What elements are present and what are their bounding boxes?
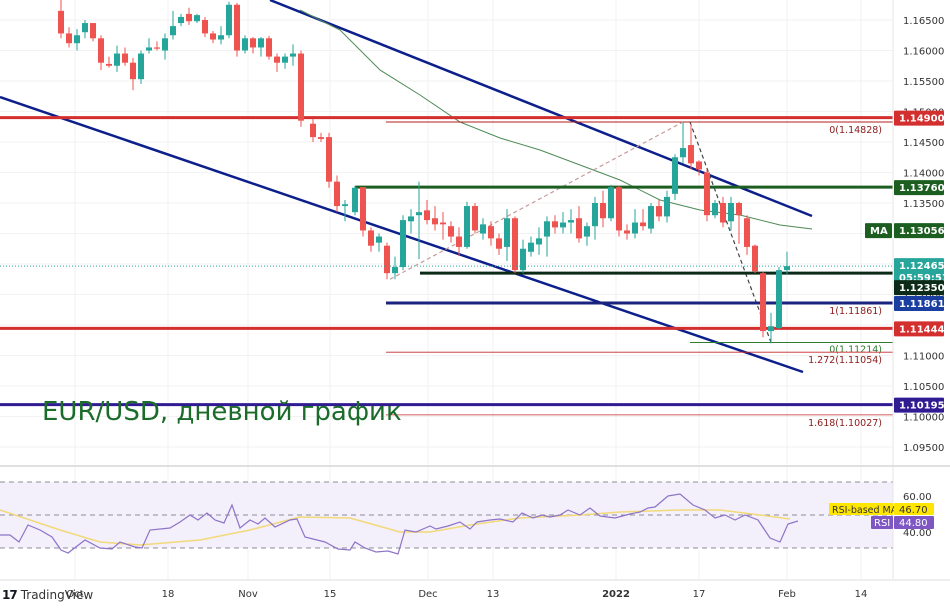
svg-text:1.618(1.10027): 1.618(1.10027) [808, 418, 882, 429]
svg-text:0(1.11214): 0(1.11214) [829, 344, 882, 355]
price-tick: 1.10500 [903, 382, 944, 393]
svg-text:1.272(1.11054): 1.272(1.11054) [808, 355, 882, 366]
rsi-ma-label: RSI-based MA [832, 505, 898, 516]
svg-text:05:59:51: 05:59:51 [899, 273, 949, 284]
rsi-tick: 60.00 [903, 492, 932, 503]
chart-title: EUR/USD, дневной график [42, 397, 402, 427]
price-tick: 1.09500 [903, 443, 944, 454]
time-tick: Feb [778, 589, 796, 600]
time-tick: Dec [418, 589, 437, 600]
rsi-label: RSI [874, 518, 890, 529]
rsi-panel[interactable]: 60.00 40.00 [0, 481, 932, 555]
rsi-tick: 40.00 [903, 528, 932, 539]
price-tick: 1.16000 [903, 47, 944, 58]
rsi-axis-tags: RSI-based MA 46.70 RSI 44.80 [829, 503, 934, 529]
svg-text:1.12465: 1.12465 [899, 261, 945, 272]
time-tick: 18 [162, 589, 175, 600]
price-tick: 1.11000 [903, 352, 944, 363]
tradingview-logo[interactable]: 17 TradingView [2, 588, 93, 602]
price-axis-tags: 1.149001.137601.13056MA1.1246505:59:511.… [865, 110, 949, 413]
time-tick: 17 [693, 589, 706, 600]
time-tick: 14 [855, 589, 868, 600]
time-axis[interactable]: Oct 18 Nov 15 Dec 13 2022 17 Feb 14 [66, 589, 867, 600]
svg-text:1.10195: 1.10195 [899, 401, 945, 412]
svg-text:1.11444: 1.11444 [899, 324, 945, 335]
svg-text:1.13056: 1.13056 [899, 226, 945, 237]
svg-text:0(1.14828): 0(1.14828) [829, 125, 882, 136]
time-tick: 13 [487, 589, 500, 600]
price-tick: 1.14500 [903, 138, 944, 149]
fibonacci-extension: 0(1.14828) 1(1.11861) 0(1.11214)1.272(1.11… [386, 121, 893, 429]
rsi-line [0, 493, 799, 555]
price-tick: 1.15500 [903, 77, 944, 88]
tradingview-logo-icon: 17 [2, 588, 18, 602]
time-tick: Oct [66, 589, 83, 600]
price-tick: 1.13500 [903, 199, 944, 210]
price-tick: 1.14000 [903, 169, 944, 180]
time-tick: Nov [238, 589, 258, 600]
svg-text:1.12350: 1.12350 [899, 283, 945, 294]
price-tick: 1.16500 [903, 16, 944, 27]
time-tick: 15 [324, 589, 337, 600]
svg-text:1.14900: 1.14900 [899, 114, 945, 125]
price-tick: 1.10000 [903, 413, 944, 424]
svg-text:1.11861: 1.11861 [899, 299, 945, 310]
tradingview-logo-text: TradingView [20, 588, 94, 602]
svg-text:MA: MA [870, 226, 888, 237]
horizontal-levels [0, 116, 893, 407]
svg-text:1.13760: 1.13760 [899, 183, 945, 194]
svg-text:1(1.11861): 1(1.11861) [829, 306, 882, 317]
rsi-value: 44.80 [899, 518, 928, 529]
candlesticks [58, 0, 790, 344]
rsi-ma-value: 46.70 [899, 505, 928, 516]
time-tick: 2022 [602, 589, 630, 600]
